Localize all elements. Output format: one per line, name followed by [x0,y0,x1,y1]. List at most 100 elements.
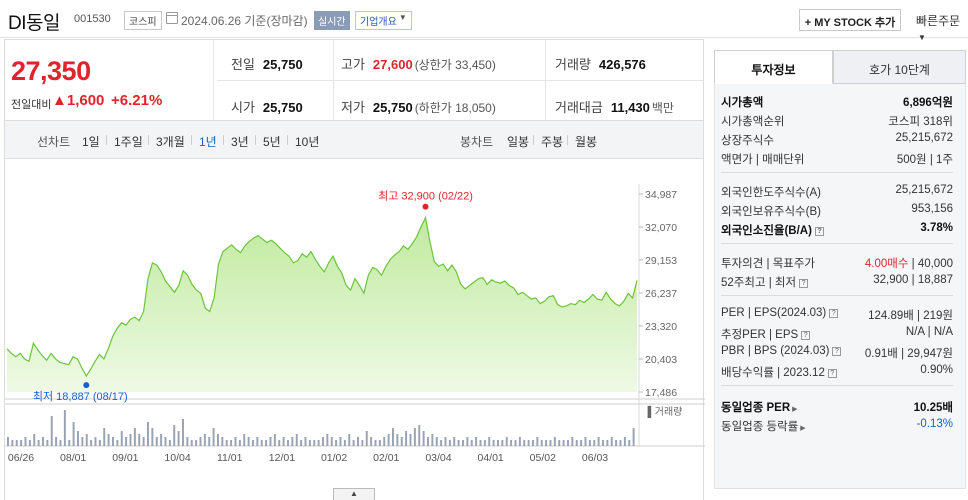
volume-bar [483,440,486,446]
volume-bar [488,437,491,446]
tab-1d[interactable]: 1일 [82,135,100,149]
volume-bar [383,437,386,446]
volume-bar [343,440,346,446]
help-icon[interactable]: ? [814,227,824,236]
volume-bar [330,437,333,446]
volume-bar [505,437,508,446]
volume-bar [273,434,276,446]
industry-rate-label: 동일업종 등락률 [721,421,799,433]
foreign-hold-label: 외국인보유주식수(B) [721,206,821,218]
volume-bar [540,440,543,446]
market-badge: 코스피 [124,11,162,30]
volume-bar [457,440,460,446]
caret-right-icon: ▶ [792,406,798,413]
est-per-label: 추정PER | EPS [721,329,799,341]
lower-limit: (하한가 18,050) [414,101,496,115]
volume-bar [518,437,521,446]
opinion-label: 투자의견 | 목표주가 [721,258,816,270]
chevron-down-icon: ▼ [398,13,407,22]
volume-bar [501,440,504,446]
tab-daily[interactable]: 일봉 [507,135,530,149]
volume-bar [147,422,149,446]
upper-limit: (상한가 33,450) [414,58,496,72]
volume-bar [155,437,158,446]
high-label: 고가 [341,57,365,72]
invest-info-content: 시가총액 6,896억원 시가총액순위 코스피 318위 상장주식수 25,215,6… [714,84,966,489]
open-label: 시가 [231,100,255,115]
low-marker [83,382,90,389]
volume-bar [440,440,443,446]
quick-order-button[interactable]: 빠른주문 ▼ [916,12,968,43]
low-value: 25,750 [372,100,413,115]
tab-3y[interactable]: 3년 [231,135,249,149]
volume-bar [212,428,215,446]
volume-bar [11,440,14,446]
calendar-icon [166,12,178,24]
volume-bar [470,440,473,446]
tab-1y[interactable]: 1년 [199,135,217,149]
chevron-down-icon: ▼ [918,33,926,42]
volume: 거래량 426,576 [555,54,646,73]
volume-bar [492,440,495,446]
volume-bar [72,422,75,446]
tab-10y[interactable]: 10년 [295,135,320,149]
volume-bar [409,434,412,446]
help-icon[interactable]: ? [827,369,837,378]
volume-bar [361,440,364,446]
volume-bar [567,440,569,446]
x-tick-label: 12/01 [269,452,295,464]
foreign-hold-value: 953,156 [911,203,953,215]
company-overview-label: 기업개요 [360,17,397,28]
help-icon[interactable]: ? [832,347,842,356]
chart-period-tabs: 선차트 1일 1주일 3개월 1년 3년 5년 10년 봉차트 일봉 주봉 월봉 [4,121,704,159]
realtime-badge: 실시간 [314,11,350,30]
volume-bar [42,437,44,446]
line-chart-label: 선차트 [37,135,71,149]
volume-bar [602,440,604,446]
volume-bar [444,437,447,446]
volume-bar [208,437,211,446]
tab-orderbook[interactable]: 호가 10단계 [833,50,966,84]
volume-bar [46,440,49,446]
volume-bar [593,440,596,446]
open-price: 시가 25,750 [231,97,303,116]
divider [721,243,953,244]
volume-bar [160,434,163,446]
foreign-ratio-label: 외국인소진율(B/A) [721,225,812,237]
volume-bar [234,437,237,446]
volume-bar [387,434,390,446]
tab-1w[interactable]: 1주일 [114,135,143,149]
price-chart[interactable]: 34,987 32,070 29,153 26,237 23,320 20,403 17,4… [5,159,705,500]
y-tick-label: 20,403 [645,354,677,366]
volume-bar [479,440,482,446]
tab-monthly[interactable]: 월봉 [575,135,598,149]
tab-3m[interactable]: 3개월 [156,135,185,149]
volume-bar [610,437,613,446]
price-area [7,217,637,392]
add-my-stock-button[interactable]: + MY STOCK 추가 [799,9,901,31]
company-overview-button[interactable]: 기업개요 ▼ [355,11,412,30]
volume-bar [168,440,171,446]
volume-bar [138,434,141,446]
price-chart-area[interactable]: 34,987 32,070 29,153 26,237 23,320 20,403 17,4… [4,159,705,500]
volume-bar [400,437,403,446]
help-icon[interactable]: ? [799,279,809,288]
caret-right-icon: ▶ [800,425,806,432]
chart-collapse-button[interactable]: ▲ [333,488,375,500]
amount-label: 거래대금 [555,100,603,115]
help-icon[interactable]: ? [801,331,811,340]
price-summary: 27,350 전일대비 ▲1,600 +6.21% 전일 25,750 고가 27,… [4,39,704,121]
tab-5y[interactable]: 5년 [263,135,281,149]
tab-invest-info[interactable]: 투자정보 [714,50,833,84]
volume-bar [182,419,184,446]
volume-bar [278,440,281,446]
volume-bar [77,431,79,446]
x-tick-label: 11/01 [217,452,243,464]
help-icon[interactable]: ? [829,309,839,318]
volume-bar [523,440,526,446]
volume-bar [335,440,338,446]
tab-weekly[interactable]: 주봉 [541,135,564,149]
high-value: 27,600 [372,57,413,72]
prev-close-value: 25,750 [262,57,303,72]
volume-bar [597,437,600,446]
